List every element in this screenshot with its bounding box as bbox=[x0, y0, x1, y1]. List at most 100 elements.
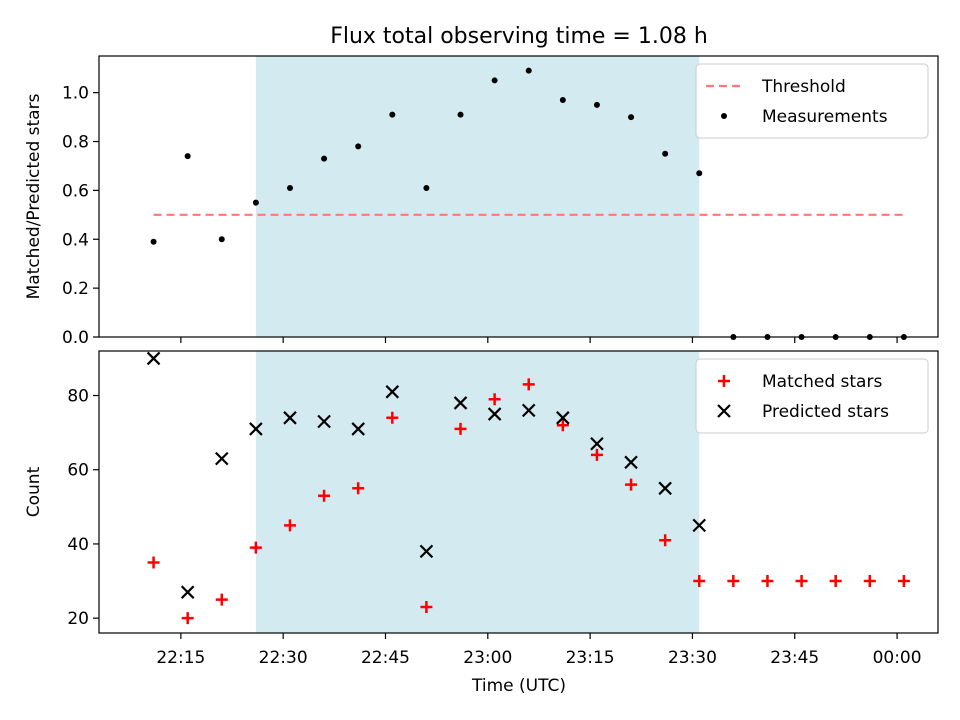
data-point bbox=[590, 448, 603, 461]
data-point bbox=[593, 101, 600, 108]
data-point bbox=[389, 111, 396, 118]
data-point bbox=[628, 114, 635, 121]
legend: Threshold Measurements bbox=[695, 63, 929, 139]
data-point bbox=[318, 489, 331, 502]
data-point bbox=[385, 385, 400, 399]
data-point bbox=[522, 378, 535, 391]
legend-box bbox=[695, 358, 929, 434]
count-panel: 20 40 60 80 22:15 22:30 22:45 23:00 23:15 23:30 23… bbox=[24, 350, 939, 668]
data-point bbox=[146, 351, 161, 366]
legend-marker bbox=[717, 404, 731, 418]
y-tick-label: 60 bbox=[67, 461, 89, 481]
series-matched-stars bbox=[147, 378, 910, 625]
data-point bbox=[420, 601, 433, 614]
data-point bbox=[317, 414, 331, 429]
data-point bbox=[386, 411, 399, 424]
data-point bbox=[150, 238, 157, 245]
y-tick-label: 0.0 bbox=[62, 328, 89, 348]
data-point bbox=[249, 541, 262, 554]
data-point bbox=[692, 518, 707, 533]
data-point bbox=[829, 575, 842, 588]
x-tick-label: 22:30 bbox=[259, 648, 308, 668]
data-point bbox=[215, 451, 229, 466]
data-point bbox=[693, 575, 706, 588]
data-point bbox=[355, 143, 362, 150]
y-axis-label: Count bbox=[24, 466, 44, 517]
legend-label: Predicted stars bbox=[762, 402, 889, 422]
data-point bbox=[590, 436, 604, 451]
data-point bbox=[487, 407, 502, 421]
data-point bbox=[147, 556, 160, 569]
data-point bbox=[658, 481, 672, 496]
y-tick-label: 0.8 bbox=[62, 133, 89, 153]
series-predicted-stars bbox=[146, 351, 707, 599]
x-tick-label: 22:45 bbox=[361, 648, 410, 668]
data-point bbox=[423, 184, 430, 191]
y-tick-label: 0.2 bbox=[62, 279, 89, 299]
legend: Matched stars Predicted stars bbox=[695, 358, 929, 434]
y-tick-label: 0.4 bbox=[62, 230, 89, 250]
data-point bbox=[453, 396, 468, 410]
data-point bbox=[761, 575, 774, 588]
data-point bbox=[624, 455, 638, 470]
series-measurements bbox=[150, 67, 907, 340]
data-point bbox=[454, 422, 467, 435]
data-point bbox=[556, 419, 569, 432]
x-tick-label: 00:00 bbox=[873, 648, 922, 668]
chart-title: Flux total observing time = 1.08 h bbox=[330, 24, 708, 49]
y-tick-label: 0.6 bbox=[62, 181, 89, 201]
y-axis-label: Matched/Predicted stars bbox=[24, 93, 44, 299]
data-point bbox=[252, 199, 259, 206]
legend-label: Matched stars bbox=[762, 372, 882, 392]
data-point bbox=[184, 153, 191, 160]
legend-marker bbox=[721, 113, 727, 119]
data-point bbox=[795, 575, 808, 588]
legend-label: Measurements bbox=[762, 107, 888, 127]
data-point bbox=[625, 478, 638, 491]
data-point bbox=[283, 519, 296, 532]
data-point bbox=[286, 184, 293, 191]
data-point bbox=[897, 575, 910, 588]
x-tick-label: 23:00 bbox=[463, 648, 512, 668]
data-point bbox=[419, 544, 434, 559]
legend-label: Threshold bbox=[761, 77, 846, 97]
data-point bbox=[488, 393, 501, 406]
x-tick-label: 23:45 bbox=[770, 648, 819, 668]
x-tick-label: 23:30 bbox=[668, 648, 717, 668]
data-point bbox=[696, 170, 703, 177]
data-point bbox=[215, 593, 228, 606]
data-point bbox=[249, 422, 263, 436]
data-point bbox=[181, 612, 194, 625]
data-point bbox=[218, 236, 225, 243]
data-point bbox=[727, 575, 740, 588]
y-tick-label: 1.0 bbox=[62, 84, 89, 104]
ratio-panel: 0.0 0.2 0.4 0.6 0.8 1.0 Matched/Predicted star… bbox=[24, 55, 939, 348]
data-point bbox=[457, 111, 464, 118]
x-axis-label: Time (UTC) bbox=[471, 676, 566, 696]
data-point bbox=[352, 482, 365, 495]
data-point bbox=[863, 575, 876, 588]
plot-frame bbox=[98, 55, 939, 338]
data-point bbox=[491, 77, 498, 84]
data-point bbox=[180, 585, 195, 599]
x-tick-label: 22:15 bbox=[156, 648, 205, 668]
data-point bbox=[559, 96, 566, 103]
x-tick-label: 23:15 bbox=[566, 648, 615, 668]
y-tick-label: 40 bbox=[67, 535, 89, 555]
data-point bbox=[351, 422, 365, 436]
observing-window bbox=[255, 56, 700, 337]
data-point bbox=[283, 411, 297, 425]
data-point bbox=[662, 150, 669, 157]
data-point bbox=[321, 155, 328, 162]
data-point bbox=[521, 403, 536, 418]
legend-box bbox=[695, 63, 929, 139]
y-tick-label: 80 bbox=[67, 387, 89, 407]
data-point bbox=[659, 534, 672, 547]
data-point bbox=[556, 411, 570, 425]
observing-window bbox=[255, 351, 700, 633]
y-tick-label: 20 bbox=[67, 609, 89, 629]
legend-marker bbox=[718, 375, 730, 387]
data-point bbox=[525, 67, 532, 74]
plot-frame bbox=[98, 350, 939, 634]
